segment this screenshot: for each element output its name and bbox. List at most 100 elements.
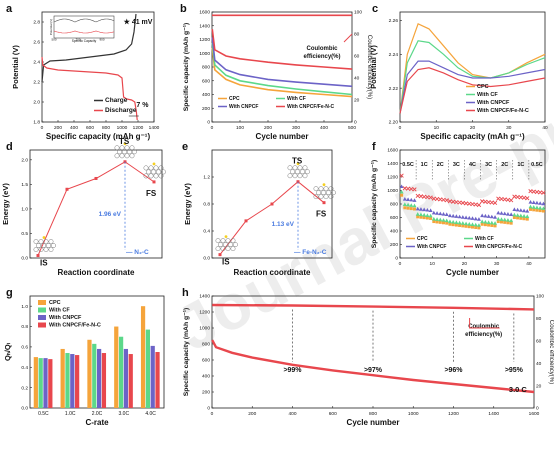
y-tick-label: 0.0 xyxy=(21,406,28,412)
data-point xyxy=(409,186,414,192)
bar xyxy=(145,329,150,408)
x-tick-label: 800 xyxy=(102,125,110,131)
data-point xyxy=(512,194,517,199)
data-point xyxy=(406,206,410,210)
data-point xyxy=(428,208,433,212)
data-point xyxy=(506,221,510,225)
rate-label: 3C xyxy=(485,162,492,168)
data-point xyxy=(476,202,482,208)
data-point xyxy=(451,219,456,224)
hex-ring xyxy=(36,243,41,248)
axes-e: 0.0 0.4 0.8 1.2 Reaction coordinate Energy (e… xyxy=(183,149,336,277)
data-point xyxy=(541,209,545,213)
y2-tick-label: 0 xyxy=(536,406,539,412)
y-tick-label: 800 xyxy=(202,342,210,348)
hex-ring xyxy=(151,169,156,175)
data-point xyxy=(516,216,520,220)
data-point xyxy=(529,207,532,211)
barrier-label: 1.96 eV xyxy=(99,211,122,218)
data-point xyxy=(399,189,404,194)
data-point xyxy=(512,207,517,211)
data-point xyxy=(413,207,416,211)
y-tick-label: 0.4 xyxy=(203,229,210,235)
state-fs: FS xyxy=(146,189,157,198)
series-line xyxy=(211,47,353,98)
y-tick-label: 2.26 xyxy=(389,18,399,24)
x-tick-label: 400 xyxy=(70,125,78,131)
y-tick-label: 800 xyxy=(202,65,210,71)
y-tick-label: 1.0 xyxy=(21,304,28,310)
data-point xyxy=(429,216,433,220)
data-point xyxy=(509,212,514,216)
hex-ring xyxy=(124,145,130,151)
data-point xyxy=(406,197,411,202)
hex-ring xyxy=(46,243,51,248)
y-tick-label: 2.20 xyxy=(389,120,399,126)
hex-ring xyxy=(302,165,308,171)
data-point xyxy=(499,196,504,202)
graphene-model-icon xyxy=(313,183,336,200)
data-point xyxy=(525,214,530,219)
annotation-7pct: 7 % xyxy=(136,102,149,109)
data-point xyxy=(419,215,423,219)
legend: CPC With CF With CNPCF With CNPCF/Fe-N-C xyxy=(406,236,523,250)
data-point xyxy=(480,199,485,204)
hex-ring xyxy=(158,165,164,171)
data-point xyxy=(422,207,427,212)
data-point xyxy=(438,217,443,222)
data-point xyxy=(400,193,404,197)
hex-ring xyxy=(297,173,303,179)
data-point xyxy=(473,202,478,207)
x-tick-label: 400 xyxy=(288,411,296,417)
x-tick-label: 1200 xyxy=(133,125,144,131)
data-point xyxy=(431,210,436,215)
legend-entry: With CNPCF/Fe-N-C xyxy=(477,108,529,114)
data-point xyxy=(480,213,485,218)
hex-ring xyxy=(323,194,329,200)
rate-label: 0.5C xyxy=(531,162,543,168)
panel-letter: a xyxy=(6,3,13,15)
data-point xyxy=(477,226,481,230)
data-point xyxy=(454,214,459,218)
data-point xyxy=(476,217,481,221)
data-point xyxy=(531,200,536,204)
hex-ring xyxy=(228,242,233,248)
y2-axis-label: Coulombic efficiency(%) xyxy=(548,320,554,384)
x-tick-label: 30 xyxy=(506,125,512,131)
x-tick-label: 100 xyxy=(236,125,244,131)
bar xyxy=(38,358,43,408)
x-tick-label: 400 xyxy=(320,125,328,131)
hex-ring xyxy=(127,149,132,155)
data-point xyxy=(525,217,529,221)
y2-tick-label: 60 xyxy=(354,54,360,60)
ce-label: >96% xyxy=(444,367,463,374)
x-tick-label: 1400 xyxy=(149,125,160,131)
legend-entry: Discharge xyxy=(105,107,137,114)
hex-ring xyxy=(305,169,310,175)
data-point xyxy=(402,202,407,207)
data-point xyxy=(441,211,446,216)
data-point xyxy=(541,190,546,195)
data-point xyxy=(425,194,430,200)
data-point xyxy=(505,211,510,216)
data-point xyxy=(464,224,468,228)
data-point xyxy=(480,222,484,226)
y-tick-label: 2.0 xyxy=(21,158,28,164)
x-tick-label: 1000 xyxy=(117,125,128,131)
legend-entry: CPC xyxy=(229,96,240,102)
rate-label: 2C xyxy=(437,162,444,168)
data-point xyxy=(412,203,417,208)
data-point xyxy=(496,210,501,215)
y-tick-label: 400 xyxy=(202,92,210,98)
panel-letter: g xyxy=(6,287,13,299)
data-point xyxy=(152,180,156,184)
data-point xyxy=(509,221,513,225)
legend-swatch xyxy=(38,315,46,320)
x-axis-label: Cycle number xyxy=(256,132,309,141)
bar xyxy=(92,343,97,408)
y-tick-label: 1000 xyxy=(199,51,210,57)
data-point xyxy=(403,206,407,210)
hex-ring xyxy=(316,190,321,196)
data-point xyxy=(467,225,471,229)
